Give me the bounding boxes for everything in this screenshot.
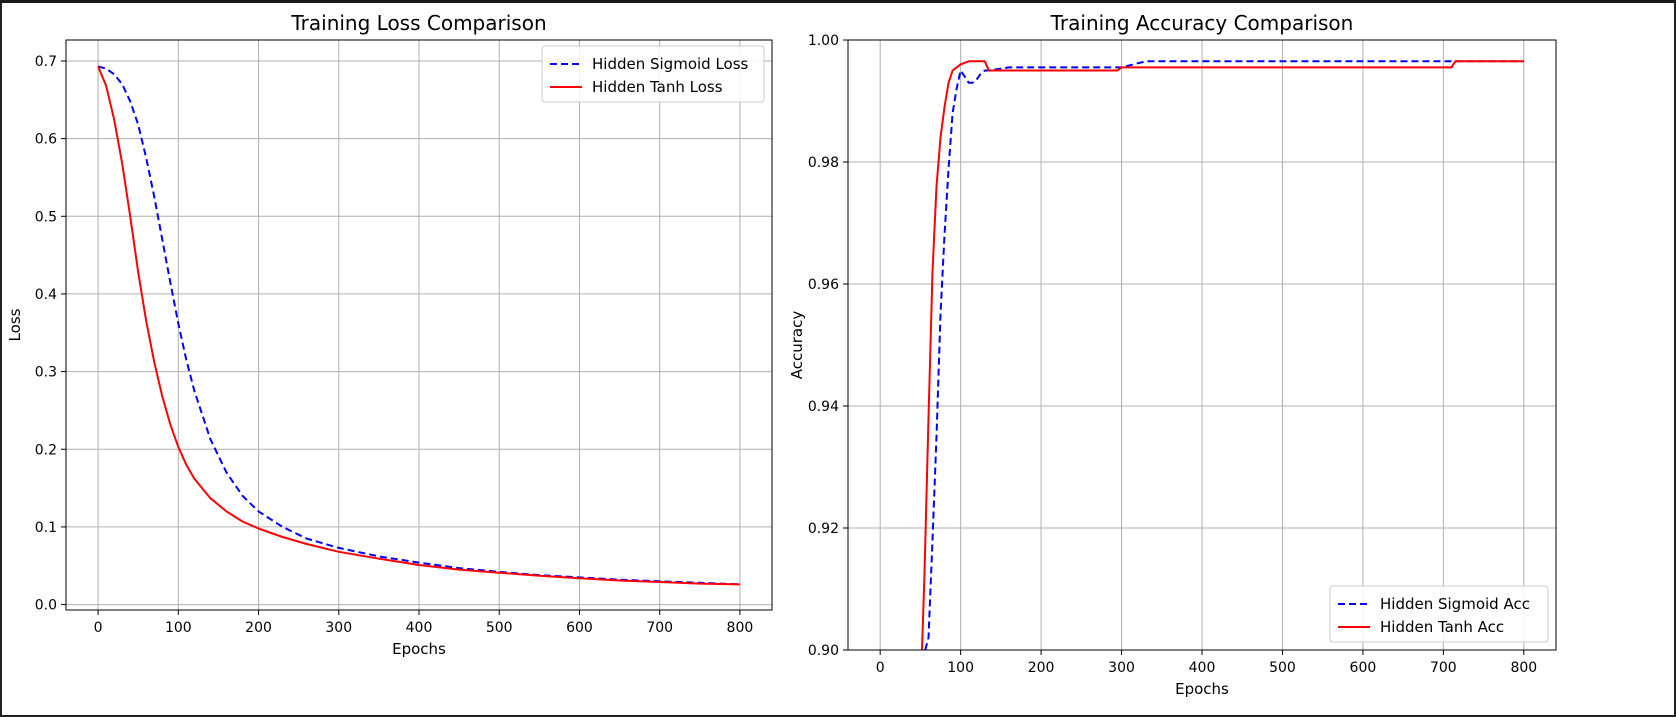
accuracy-series-sigmoid-line <box>924 60 1524 650</box>
accuracy-chart: 0 100 200 300 400 500 600 700 800 0.90 0.92 0.94 0.9… <box>788 11 1557 698</box>
loss-x-tick-label: 700 <box>646 620 673 636</box>
loss-x-tick-label: 600 <box>566 620 593 636</box>
loss-x-tick-label: 200 <box>245 620 272 636</box>
accuracy-legend-tanh-label: Hidden Tanh Acc <box>1380 618 1504 636</box>
accuracy-y-tick-label: 0.98 <box>808 155 839 171</box>
loss-y-tick-label: 0.1 <box>35 520 57 536</box>
loss-ticks: 0 100 200 300 400 500 600 700 800 0.0 0.1 0.2 0.3 0.4… <box>35 54 754 636</box>
loss-x-tick-label: 100 <box>165 620 192 636</box>
loss-y-tick-label: 0.6 <box>35 132 57 148</box>
accuracy-series-tanh-line <box>921 60 1524 650</box>
accuracy-chart-title: Training Accuracy Comparison <box>1050 11 1354 35</box>
accuracy-x-axis-label: Epochs <box>1175 680 1229 698</box>
loss-y-tick-label: 0.0 <box>35 598 57 614</box>
accuracy-y-tick-label: 0.94 <box>808 399 839 415</box>
loss-series-tanh-line <box>97 66 740 586</box>
accuracy-x-tick-label: 700 <box>1430 660 1457 676</box>
accuracy-y-tick-label: 0.96 <box>808 277 839 293</box>
loss-x-tick-label: 400 <box>406 620 433 636</box>
accuracy-y-tick-label: 0.90 <box>808 643 839 659</box>
loss-y-tick-label: 0.5 <box>35 209 57 225</box>
accuracy-grid <box>848 39 1556 651</box>
loss-legend-tanh-label: Hidden Tanh Loss <box>592 78 723 96</box>
accuracy-legend: Hidden Sigmoid Acc Hidden Tanh Acc <box>1329 585 1549 643</box>
accuracy-series-layer <box>921 60 1524 650</box>
loss-grid <box>66 40 772 610</box>
accuracy-x-tick-label: 100 <box>947 660 974 676</box>
accuracy-x-tick-label: 200 <box>1028 660 1055 676</box>
accuracy-legend-sigmoid-label: Hidden Sigmoid Acc <box>1380 595 1530 613</box>
loss-x-axis-label: Epochs <box>392 640 446 658</box>
loss-y-tick-label: 0.3 <box>35 365 57 381</box>
window-top-strip <box>0 0 1676 3</box>
loss-legend: Hidden Sigmoid Loss Hidden Tanh Loss <box>541 45 765 103</box>
loss-series-layer <box>97 65 740 586</box>
accuracy-y-tick-label: 0.92 <box>808 521 839 537</box>
accuracy-y-tick-label: 1.00 <box>808 33 839 49</box>
loss-chart: 0 100 200 300 400 500 600 700 800 0.0 0.1 0.2 0.3 0.4… <box>6 11 773 658</box>
loss-chart-title: Training Loss Comparison <box>290 11 546 35</box>
accuracy-ticks: 0 100 200 300 400 500 600 700 800 0.90 0.92 0.94 0.9… <box>808 33 1537 676</box>
accuracy-legend-box <box>1329 585 1549 643</box>
loss-x-tick-label: 0 <box>94 620 103 636</box>
accuracy-x-tick-label: 0 <box>876 660 885 676</box>
accuracy-x-tick-label: 600 <box>1350 660 1377 676</box>
loss-y-tick-label: 0.2 <box>35 442 57 458</box>
loss-legend-sigmoid-label: Hidden Sigmoid Loss <box>592 55 749 73</box>
accuracy-y-axis-label: Accuracy <box>788 311 806 380</box>
loss-y-axis-label: Loss <box>6 308 24 341</box>
accuracy-x-tick-label: 800 <box>1510 660 1537 676</box>
accuracy-x-tick-label: 500 <box>1269 660 1296 676</box>
loss-x-tick-label: 800 <box>727 620 754 636</box>
loss-y-tick-label: 0.7 <box>35 54 57 70</box>
loss-x-tick-label: 500 <box>486 620 513 636</box>
loss-y-tick-label: 0.4 <box>35 287 57 303</box>
accuracy-x-tick-label: 400 <box>1189 660 1216 676</box>
loss-legend-box <box>541 45 765 103</box>
loss-x-tick-label: 300 <box>325 620 352 636</box>
accuracy-x-tick-label: 300 <box>1108 660 1135 676</box>
